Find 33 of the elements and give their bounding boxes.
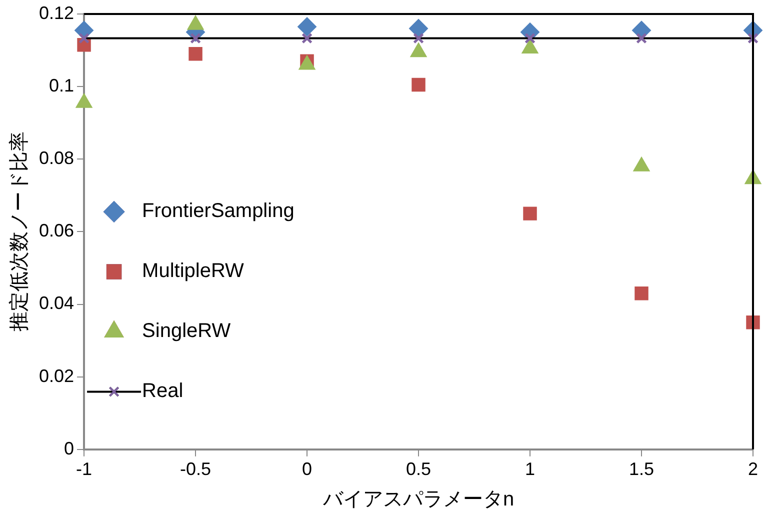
point — [302, 32, 313, 44]
x-axis-title: バイアスパラメータn — [322, 488, 514, 511]
point — [188, 47, 202, 61]
point — [298, 17, 317, 36]
x-tick-label: 0 — [302, 459, 312, 480]
point — [413, 32, 424, 44]
y-tick-label: 0.08 — [38, 148, 74, 168]
point — [748, 32, 758, 44]
legend-label: FrontierSampling — [142, 200, 294, 222]
y-tick-label: 0 — [64, 438, 74, 458]
x-tick-label: 0.5 — [406, 459, 432, 480]
y-tick-label: 0.02 — [38, 366, 74, 386]
point — [412, 78, 426, 92]
x-tick-label: -0.5 — [180, 459, 212, 480]
x-tick-label: 1 — [525, 459, 536, 480]
y-tick-label: 0.1 — [49, 76, 74, 96]
y-axis-title: 推定低次数ノード比率 — [8, 132, 31, 332]
y-tick-label: 0.06 — [38, 220, 74, 241]
point — [636, 32, 647, 44]
legend-label: MultipleRW — [142, 260, 244, 282]
point — [634, 286, 648, 300]
y-tick-label: 0.04 — [38, 293, 74, 314]
point — [523, 206, 537, 220]
y-tick-label: 0.12 — [38, 2, 74, 23]
x-tick-label: -1 — [76, 459, 92, 480]
legend-label: Real — [142, 380, 184, 402]
point — [524, 32, 536, 44]
point — [78, 32, 90, 44]
point — [409, 19, 428, 38]
x-tick-label: 1.5 — [628, 459, 654, 480]
point — [746, 316, 760, 330]
legend-label: SingleRW — [142, 320, 231, 342]
x-tick-label: 2 — [748, 459, 758, 480]
